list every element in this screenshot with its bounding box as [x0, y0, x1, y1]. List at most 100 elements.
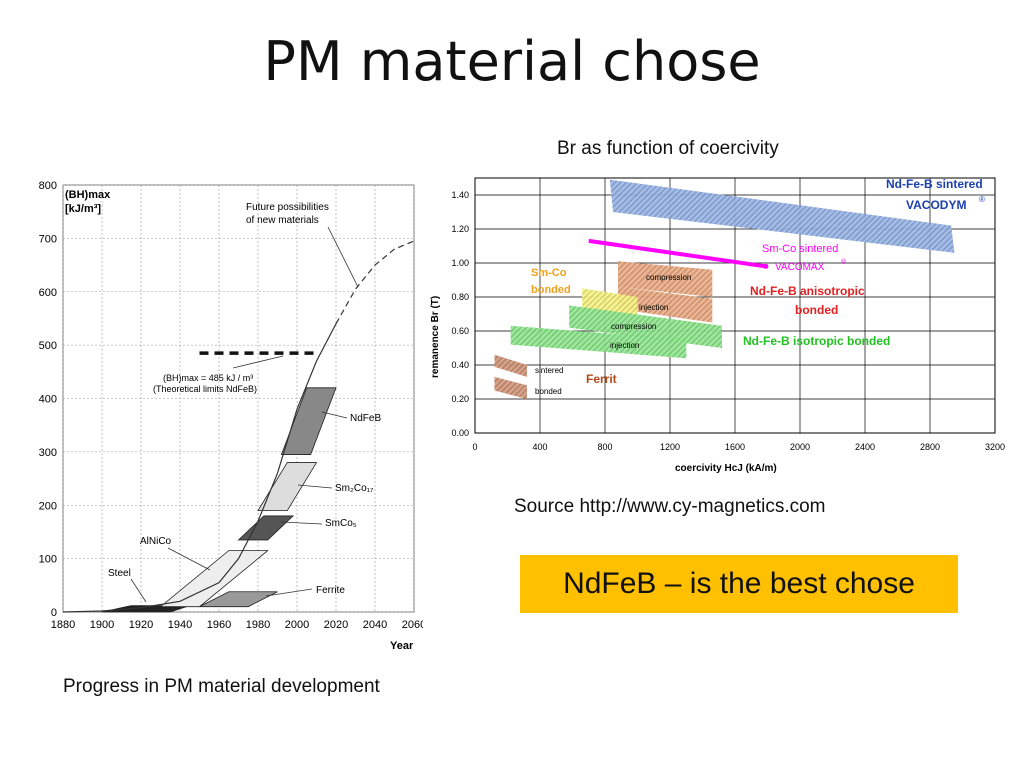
- left-x-tick: 1980: [246, 619, 270, 631]
- right-x-tick: 2000: [790, 442, 810, 452]
- material-alnico: [159, 550, 269, 608]
- label-injection-1: injection: [639, 303, 668, 312]
- leader-alnico: [167, 547, 211, 571]
- right-xlabel: coercivity HcJ (kA/m): [675, 463, 777, 474]
- label-smco-bonded-2: bonded: [531, 284, 571, 296]
- br-coercivity-chart: 0 400 800 1200 1600 2000 2400 2800 3200 0.00 0.20 0…: [430, 177, 1005, 474]
- left-x-tick: 1960: [207, 619, 231, 631]
- region-injection-hatch: [618, 286, 713, 323]
- right-x-tick: 2800: [920, 442, 940, 452]
- leader-steel: [130, 578, 147, 603]
- left-x-tick: 2020: [324, 619, 348, 631]
- left-y-tick: 200: [39, 500, 57, 512]
- region-nd-fe-b-sintered-hatch: [609, 179, 955, 253]
- label-compression-1: compression: [646, 273, 691, 282]
- left-y-tick: 0: [51, 607, 57, 619]
- conclusion-callout: NdFeB – is the best chose: [520, 555, 958, 613]
- right-x-tick: 800: [597, 442, 612, 452]
- label-bonded: bonded: [535, 387, 562, 396]
- label-ndfeb: NdFeB: [350, 413, 381, 424]
- left-annotations: (BH)max [kJ/m³] Year Future possibilitie…: [65, 189, 414, 652]
- right-y-tick: 0.20: [451, 394, 469, 404]
- right-x-tick: 0: [472, 442, 477, 452]
- left-curves: [62, 240, 415, 613]
- right-ylabel: remanence Br (T): [430, 296, 441, 378]
- label-smco-sintered: Sm-Co sintered: [762, 243, 838, 255]
- right-y-tick: 1.00: [451, 258, 469, 268]
- label-vacodym: VACODYM: [906, 198, 966, 212]
- label-sm2co17: Sm₂Co₁₇: [335, 483, 374, 494]
- label-injection-2: injection: [610, 341, 639, 350]
- left-y-tick: 500: [39, 340, 57, 352]
- region-ferrit-sintered-hatch: [494, 354, 527, 377]
- right-regions: [494, 179, 955, 399]
- future-label-line2: of new materials: [246, 215, 319, 226]
- left-x-tick: 2040: [363, 619, 387, 631]
- limit-label-line1: (BH)max = 485 kJ / m³: [163, 373, 253, 383]
- right-y-tick: 0.60: [451, 326, 469, 336]
- label-ferrite: Ferrite: [316, 585, 345, 596]
- right-y-tick: 0.80: [451, 292, 469, 302]
- limit-label-line2: (Theoretical limits NdFeB): [153, 384, 257, 394]
- left-x-tick: 1880: [51, 619, 75, 631]
- right-y-tick: 1.40: [451, 190, 469, 200]
- progress-caption: Progress in PM material development: [63, 676, 380, 697]
- bhmax-progress-chart: 1880 1900 1920 1940 1960 1980 2000 2020 2040 206 0…: [39, 180, 423, 652]
- label-vacomax-reg: ®: [841, 258, 847, 266]
- label-steel: Steel: [108, 568, 131, 579]
- region-compression-hatch: [618, 261, 713, 297]
- right-annotations: coercivity HcJ (kA/m) remanence Br (T) N…: [430, 177, 985, 474]
- br-caption: Br as function of coercivity: [557, 138, 779, 159]
- left-y-tick: 600: [39, 287, 57, 299]
- left-ylabel-line1: (BH)max: [65, 189, 111, 201]
- left-xlabel: Year: [390, 640, 414, 652]
- leader-smco5: [280, 521, 323, 525]
- left-x-tick: 1940: [168, 619, 192, 631]
- region-sm-co-sintered-line: [588, 238, 767, 269]
- material-ferrite: [199, 591, 278, 608]
- right-y-tick: 1.20: [451, 224, 469, 234]
- label-compression-2: compression: [611, 322, 656, 331]
- left-grid: [62, 184, 415, 613]
- leader-sm2co17: [297, 484, 333, 489]
- leader-ndfeb: [321, 411, 348, 419]
- region-nd-fe-b-isotropic-injection-hatch: [510, 325, 687, 359]
- left-y-tick: 700: [39, 233, 57, 245]
- label-ndfeb-aniso-2: bonded: [795, 303, 838, 317]
- label-ndfeb-aniso-1: Nd-Fe-B anisotropic: [750, 284, 865, 298]
- left-ylabel-line2: [kJ/m³]: [65, 203, 101, 215]
- label-smco5: SmCo₅: [325, 518, 357, 529]
- left-y-tick: 800: [39, 180, 57, 192]
- label-ndfeb-iso: Nd-Fe-B isotropic bonded: [743, 334, 890, 348]
- right-x-tick: 400: [532, 442, 547, 452]
- slide-title: PM material chose: [263, 30, 761, 93]
- label-smco-bonded-1: Sm-Co: [531, 267, 567, 279]
- left-series: [101, 387, 337, 613]
- label-vacodym-reg: ®: [979, 195, 985, 204]
- right-x-tick: 1600: [725, 442, 745, 452]
- envelope-curve: [62, 323, 337, 613]
- right-y-tick: 0.40: [451, 360, 469, 370]
- right-x-tick: 1200: [660, 442, 680, 452]
- region-sm-co-sintered-line-end: [763, 263, 769, 269]
- source-caption: Source http://www.cy-magnetics.com: [514, 496, 826, 517]
- left-x-tick: 1920: [129, 619, 153, 631]
- region-ferrit-bonded-hatch: [494, 376, 527, 399]
- future-label-line1: Future possibilities: [246, 202, 329, 213]
- right-x-tick: 2400: [855, 442, 875, 452]
- left-ticks: 1880 1900 1920 1940 1960 1980 2000 2020 2040 206 0…: [39, 180, 423, 631]
- left-y-tick: 300: [39, 447, 57, 459]
- label-ferrit: Ferrit: [586, 372, 617, 386]
- leader-ferrite: [265, 588, 313, 597]
- left-y-tick: 400: [39, 394, 57, 406]
- left-x-tick: 2000: [285, 619, 309, 631]
- limit-label-leader: [232, 355, 284, 369]
- label-sintered: sintered: [535, 366, 563, 375]
- label-ndfeb-sintered: Nd-Fe-B sintered: [886, 177, 983, 191]
- left-y-tick: 100: [39, 554, 57, 566]
- right-y-tick: 0.00: [451, 428, 469, 438]
- right-x-tick: 3200: [985, 442, 1005, 452]
- label-alnico: AlNiCo: [140, 536, 172, 547]
- material-smco5: [237, 515, 295, 541]
